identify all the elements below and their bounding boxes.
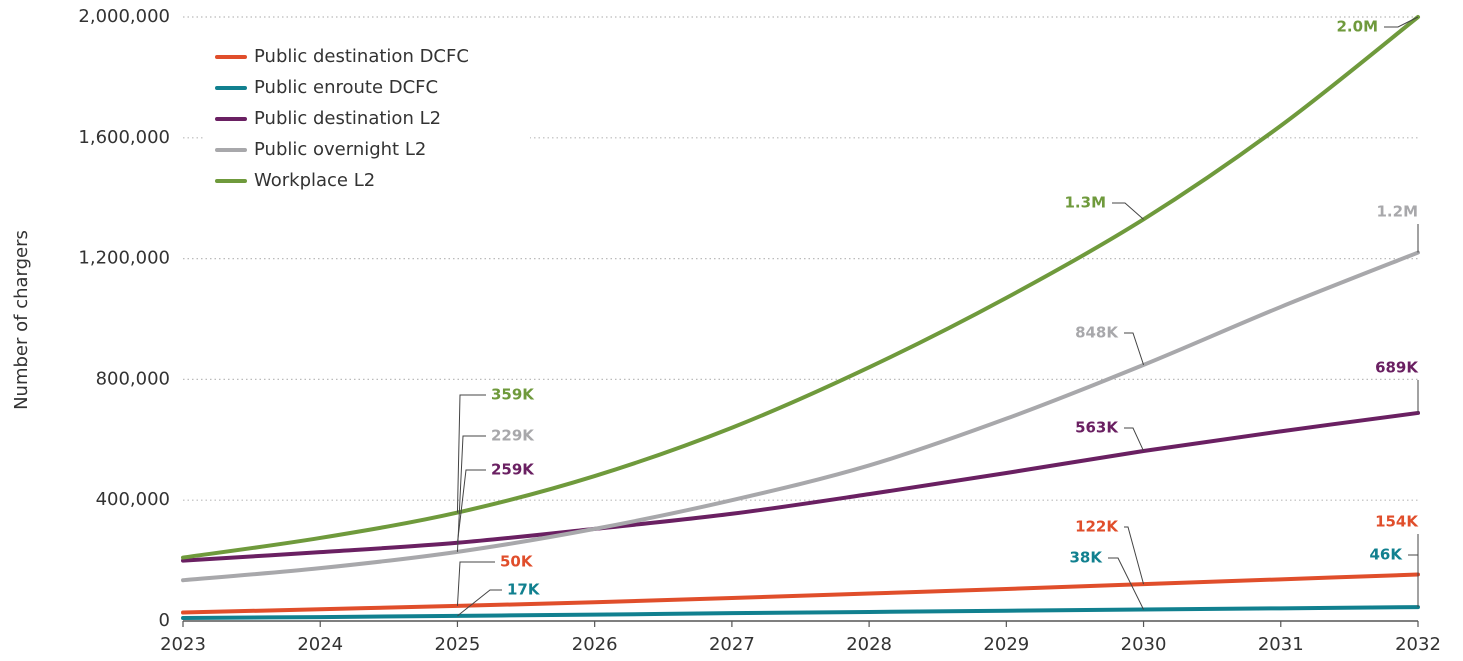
value-label: 563K: [1075, 419, 1119, 437]
x-tick-label: 2024: [297, 634, 343, 655]
x-tick-label: 2029: [983, 634, 1029, 655]
x-tick-label: 2025: [435, 634, 481, 655]
value-label: 259K: [491, 461, 535, 479]
y-tick-label: 400,000: [96, 489, 170, 510]
value-label: 1.3M: [1065, 194, 1107, 212]
leader-line: [1112, 202, 1144, 220]
value-label: 46K: [1370, 546, 1404, 564]
x-tick-label: 2030: [1121, 634, 1167, 655]
y-tick-label: 1,600,000: [78, 127, 170, 148]
y-axis-title: Number of chargers: [11, 230, 32, 410]
leader-line: [1124, 427, 1145, 452]
series-line: [181, 572, 1420, 615]
leader-line: [1124, 332, 1145, 366]
value-label: 229K: [491, 427, 535, 445]
value-label: 38K: [1070, 549, 1104, 567]
legend-label: Public destination DCFC: [254, 46, 469, 67]
leader-line: [1408, 554, 1419, 608]
legend-label: Public destination L2: [254, 108, 441, 129]
x-tick-label: 2023: [160, 634, 206, 655]
x-tick-label: 2028: [846, 634, 892, 655]
y-tick-label: 2,000,000: [78, 6, 170, 27]
series-line: [181, 605, 1420, 620]
leader-line: [1124, 526, 1145, 585]
x-tick-label: 2031: [1258, 634, 1304, 655]
value-label: 154K: [1375, 513, 1419, 531]
y-tick-label: 800,000: [96, 368, 170, 389]
series-line: [181, 15, 1420, 560]
x-tick-label: 2026: [572, 634, 618, 655]
leader-line: [1384, 16, 1419, 28]
series-line: [181, 250, 1420, 583]
value-label: 689K: [1375, 359, 1419, 377]
x-tick-label: 2027: [709, 634, 755, 655]
leader-line: [457, 589, 502, 617]
leader-line: [1108, 557, 1145, 610]
legend-label: Public overnight L2: [254, 139, 426, 160]
y-tick-label: 0: [159, 610, 170, 631]
leader-line: [456, 435, 486, 552]
legend-background: [205, 38, 530, 213]
value-label: 359K: [491, 386, 535, 404]
value-label: 17K: [507, 581, 541, 599]
legend-label: Public enroute DCFC: [254, 77, 438, 98]
leader-line: [456, 469, 486, 543]
value-label: 50K: [500, 553, 534, 571]
y-tick-label: 1,200,000: [78, 248, 170, 269]
leader-line: [456, 561, 495, 606]
value-label: 1.2M: [1377, 203, 1419, 221]
legend-label: Workplace L2: [254, 170, 375, 191]
value-label: 2.0M: [1337, 18, 1379, 36]
leader-line: [456, 394, 486, 513]
series-line: [181, 410, 1420, 563]
value-label: 848K: [1075, 324, 1119, 342]
x-tick-label: 2032: [1395, 634, 1441, 655]
value-label: 122K: [1075, 518, 1119, 536]
